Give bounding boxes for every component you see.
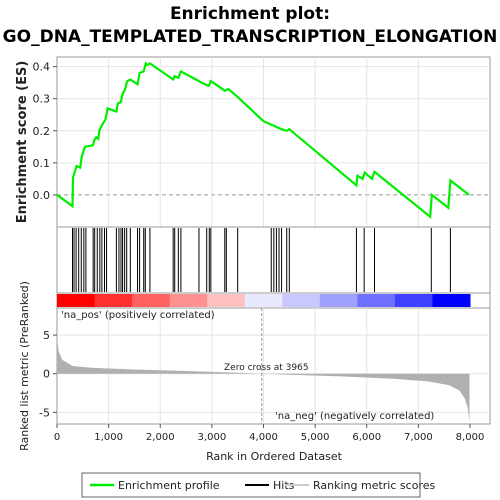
- legend-entry: Enrichment profile: [118, 479, 220, 492]
- es-plot-frame: [56, 56, 491, 228]
- rank-bar-segment: [132, 294, 171, 307]
- metric-tick-label: 0: [43, 368, 50, 381]
- es-tick-label: 0.1: [33, 157, 51, 170]
- rank-bar-segment: [319, 294, 358, 307]
- x-tick-label: 4,000: [249, 432, 278, 443]
- x-tick-label: 1,000: [94, 432, 123, 443]
- metric-tick-label: -5: [39, 406, 50, 419]
- chart-title-line1: Enrichment plot:: [169, 4, 331, 24]
- x-tick-label: 7,000: [404, 432, 433, 443]
- legend-entry: Ranking metric scores: [313, 479, 435, 492]
- x-tick-label: 3,000: [198, 432, 227, 443]
- x-tick-label: 5,000: [301, 432, 330, 443]
- es-tick-label: 0.3: [33, 93, 51, 106]
- es-tick-label: 0.0: [33, 189, 51, 202]
- rank-bar-segment: [357, 294, 396, 307]
- x-axis-label: Rank in Ordered Dataset: [206, 450, 343, 463]
- x-tick-label: 8,000: [456, 432, 485, 443]
- rank-bar-segment: [207, 294, 246, 307]
- rank-bar-segment: [57, 294, 96, 307]
- neg-correlated-label: 'na_neg' (negatively correlated): [275, 411, 434, 422]
- rank-bar-segment: [244, 294, 283, 307]
- x-tick-label: 6,000: [352, 432, 381, 443]
- chart-title-line2: GO_DNA_TEMPLATED_TRANSCRIPTION_ELONGATIO…: [2, 27, 498, 47]
- metric-tick-label: 5: [43, 329, 50, 342]
- rank-bar-segment: [282, 294, 321, 307]
- rank-bar-segment: [432, 294, 471, 307]
- metric-plot-frame: [56, 307, 491, 425]
- x-tick-label: 0: [54, 432, 60, 443]
- es-tick-label: 0.2: [33, 125, 51, 138]
- zero-cross-label: Zero cross at 3965: [224, 363, 309, 373]
- rank-bar-segment: [94, 294, 133, 307]
- metric-axis-label: Ranked list metric (PreRanked): [18, 281, 31, 451]
- enrichment-profile-line: [56, 61, 470, 219]
- rank-bar-segment: [169, 294, 208, 307]
- es-tick-label: 0.4: [33, 61, 51, 74]
- pos-correlated-label: 'na_pos' (positively correlated): [61, 310, 215, 321]
- legend-entry: Hits: [273, 479, 295, 492]
- rank-bar-segment: [394, 294, 433, 307]
- es-axis-label: Enrichment score (ES): [15, 61, 30, 224]
- x-tick-label: 2,000: [146, 432, 175, 443]
